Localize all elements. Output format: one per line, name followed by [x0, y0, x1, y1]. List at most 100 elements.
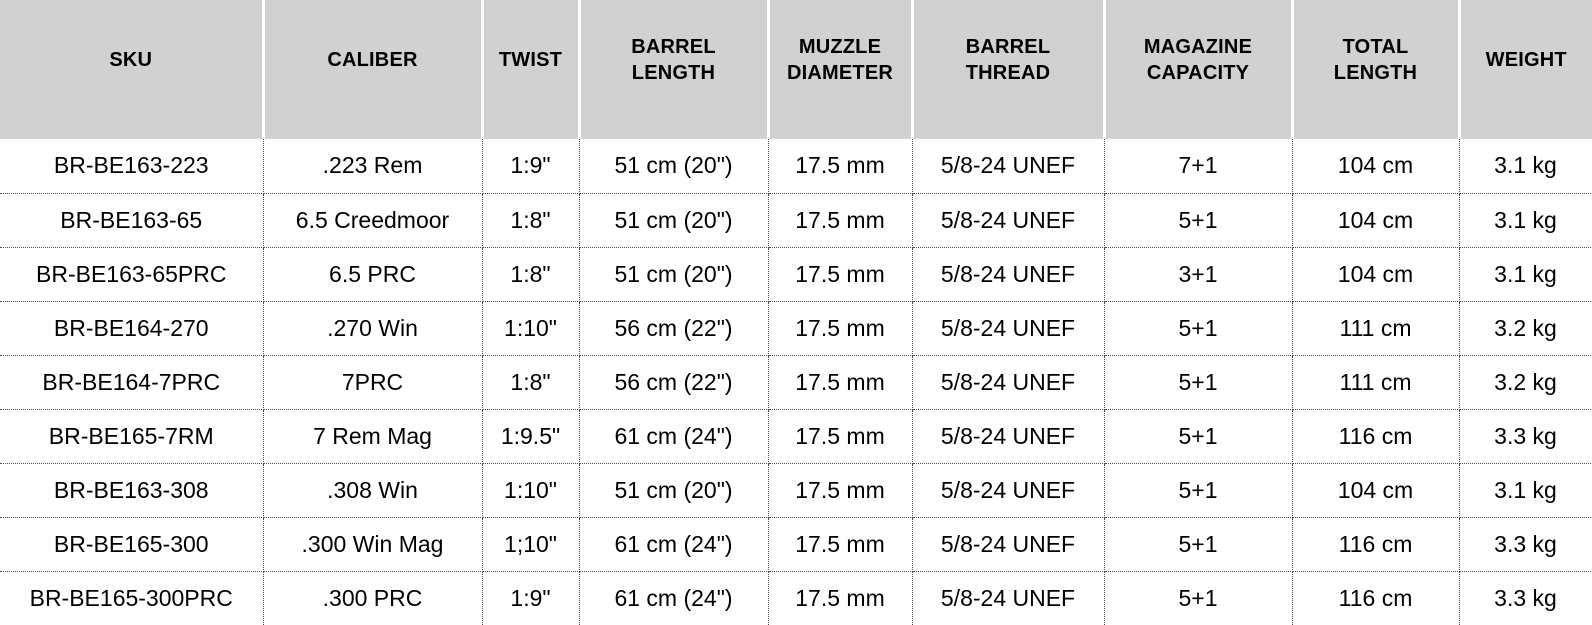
- cell-muzzle_diameter: 17.5 mm: [768, 409, 913, 464]
- cell-caliber: .308 Win: [263, 463, 483, 518]
- cell-caliber: .270 Win: [263, 301, 483, 356]
- column-header-weight: WEIGHT: [1459, 0, 1592, 139]
- cell-muzzle_diameter: 17.5 mm: [768, 139, 913, 194]
- cell-barrel_thread: 5/8-24 UNEF: [912, 355, 1105, 410]
- cell-caliber: .223 Rem: [263, 139, 483, 194]
- table-row: BR-BE164-270.270 Win 1:10" 56 cm (22") 17.5…: [0, 301, 1592, 356]
- cell-muzzle_diameter: 17.5 mm: [768, 193, 913, 248]
- column-header-twist: TWIST: [482, 0, 581, 139]
- table-row: BR-BE165-300PRC .300 PRC 1:9" 61 cm (24") 17…: [0, 571, 1592, 625]
- cell-barrel_thread: 5/8-24 UNEF: [912, 409, 1105, 464]
- cell-magazine_capacity: 3+1: [1104, 247, 1293, 302]
- cell-caliber: .300 PRC: [263, 571, 483, 625]
- cell-magazine_capacity: 5+1: [1104, 301, 1293, 356]
- cell-sku: BR-BE165-300: [0, 517, 264, 572]
- cell-weight: 3.1 kg: [1459, 463, 1592, 518]
- cell-total_length: 116 cm: [1292, 409, 1460, 464]
- cell-sku: BR-BE163-65PRC: [0, 247, 264, 302]
- cell-sku: BR-BE163-223: [0, 139, 264, 194]
- column-header-muzzle_diameter: MUZZLE DIAMETER: [768, 0, 914, 139]
- cell-weight: 3.3 kg: [1459, 571, 1592, 625]
- cell-caliber: 6.5 Creedmoor: [263, 193, 483, 248]
- cell-sku: BR-BE165-7RM: [0, 409, 264, 464]
- column-header-barrel_thread: BARREL THREAD: [912, 0, 1106, 139]
- cell-barrel_length: 61 cm (24"): [579, 517, 769, 572]
- column-header-caliber: CALIBER: [263, 0, 484, 139]
- cell-sku: BR-BE165-300PRC: [0, 571, 264, 625]
- cell-caliber: 7 Rem Mag: [263, 409, 483, 464]
- cell-barrel_length: 51 cm (20"): [579, 193, 769, 248]
- cell-magazine_capacity: 7+1: [1104, 139, 1293, 194]
- column-header-total_length: TOTAL LENGTH: [1292, 0, 1461, 139]
- cell-muzzle_diameter: 17.5 mm: [768, 355, 913, 410]
- cell-caliber: 7PRC: [263, 355, 483, 410]
- cell-barrel_length: 56 cm (22"): [579, 355, 769, 410]
- cell-weight: 3.1 kg: [1459, 247, 1592, 302]
- cell-muzzle_diameter: 17.5 mm: [768, 301, 913, 356]
- column-header-barrel_length: BARREL LENGTH: [579, 0, 770, 139]
- cell-twist: 1:8": [482, 355, 580, 410]
- cell-barrel_length: 61 cm (24"): [579, 409, 769, 464]
- column-header-sku: SKU: [0, 0, 265, 139]
- cell-weight: 3.3 kg: [1459, 517, 1592, 572]
- cell-barrel_length: 51 cm (20"): [579, 247, 769, 302]
- cell-sku: BR-BE164-270: [0, 301, 264, 356]
- cell-total_length: 116 cm: [1292, 571, 1460, 625]
- cell-barrel_thread: 5/8-24 UNEF: [912, 571, 1105, 625]
- cell-total_length: 111 cm: [1292, 355, 1460, 410]
- cell-total_length: 104 cm: [1292, 463, 1460, 518]
- cell-total_length: 104 cm: [1292, 247, 1460, 302]
- cell-twist: 1;10": [482, 517, 580, 572]
- cell-muzzle_diameter: 17.5 mm: [768, 463, 913, 518]
- cell-twist: 1:8": [482, 193, 580, 248]
- cell-barrel_length: 51 cm (20"): [579, 139, 769, 194]
- table-row: BR-BE163-65 6.5 Creedmoor 1:8" 51 cm (20") 1…: [0, 193, 1592, 248]
- cell-total_length: 116 cm: [1292, 517, 1460, 572]
- cell-magazine_capacity: 5+1: [1104, 193, 1293, 248]
- cell-magazine_capacity: 5+1: [1104, 463, 1293, 518]
- cell-barrel_thread: 5/8-24 UNEF: [912, 463, 1105, 518]
- cell-barrel_length: 61 cm (24"): [579, 571, 769, 625]
- cell-weight: 3.3 kg: [1459, 409, 1592, 464]
- cell-barrel_thread: 5/8-24 UNEF: [912, 247, 1105, 302]
- cell-twist: 1:9": [482, 571, 580, 625]
- cell-barrel_length: 51 cm (20"): [579, 463, 769, 518]
- cell-muzzle_diameter: 17.5 mm: [768, 571, 913, 625]
- cell-muzzle_diameter: 17.5 mm: [768, 247, 913, 302]
- cell-total_length: 104 cm: [1292, 139, 1460, 194]
- cell-barrel_thread: 5/8-24 UNEF: [912, 517, 1105, 572]
- cell-muzzle_diameter: 17.5 mm: [768, 517, 913, 572]
- cell-sku: BR-BE164-7PRC: [0, 355, 264, 410]
- cell-total_length: 111 cm: [1292, 301, 1460, 356]
- cell-caliber: 6.5 PRC: [263, 247, 483, 302]
- table-row: BR-BE165-300.300 Win Mag 1;10" 61 cm (24")…: [0, 517, 1592, 572]
- table-row: BR-BE163-65PRC 6.5 PRC 1:8" 51 cm (20") 17.5…: [0, 247, 1592, 302]
- header-row: SKU CALIBER TWIST BARREL LENGTH MUZZLE DIAME…: [0, 0, 1592, 139]
- cell-twist: 1:8": [482, 247, 580, 302]
- cell-twist: 1:9": [482, 139, 580, 194]
- cell-weight: 3.1 kg: [1459, 139, 1592, 194]
- cell-weight: 3.2 kg: [1459, 355, 1592, 410]
- cell-total_length: 104 cm: [1292, 193, 1460, 248]
- cell-barrel_thread: 5/8-24 UNEF: [912, 193, 1105, 248]
- cell-barrel_thread: 5/8-24 UNEF: [912, 301, 1105, 356]
- table-row: BR-BE165-7RM 7 Rem Mag 1:9.5" 61 cm (24") 17…: [0, 409, 1592, 464]
- table-row: BR-BE163-308.308 Win 1:10" 51 cm (20") 17.5…: [0, 463, 1592, 518]
- table-body: BR-BE163-223.223 Rem 1:9" 51 cm (20") 17.5 …: [0, 139, 1592, 625]
- cell-twist: 1:10": [482, 463, 580, 518]
- cell-weight: 3.2 kg: [1459, 301, 1592, 356]
- cell-weight: 3.1 kg: [1459, 193, 1592, 248]
- cell-sku: BR-BE163-308: [0, 463, 264, 518]
- cell-magazine_capacity: 5+1: [1104, 409, 1293, 464]
- cell-magazine_capacity: 5+1: [1104, 355, 1293, 410]
- cell-barrel_thread: 5/8-24 UNEF: [912, 139, 1105, 194]
- cell-caliber: .300 Win Mag: [263, 517, 483, 572]
- table-row: BR-BE164-7PRC 7PRC 1:8" 56 cm (22") 17.5 mm 5…: [0, 355, 1592, 410]
- column-header-magazine_capacity: MAGAZINE CAPACITY: [1104, 0, 1294, 139]
- cell-twist: 1:9.5": [482, 409, 580, 464]
- cell-magazine_capacity: 5+1: [1104, 571, 1293, 625]
- cell-twist: 1:10": [482, 301, 580, 356]
- cell-barrel_length: 56 cm (22"): [579, 301, 769, 356]
